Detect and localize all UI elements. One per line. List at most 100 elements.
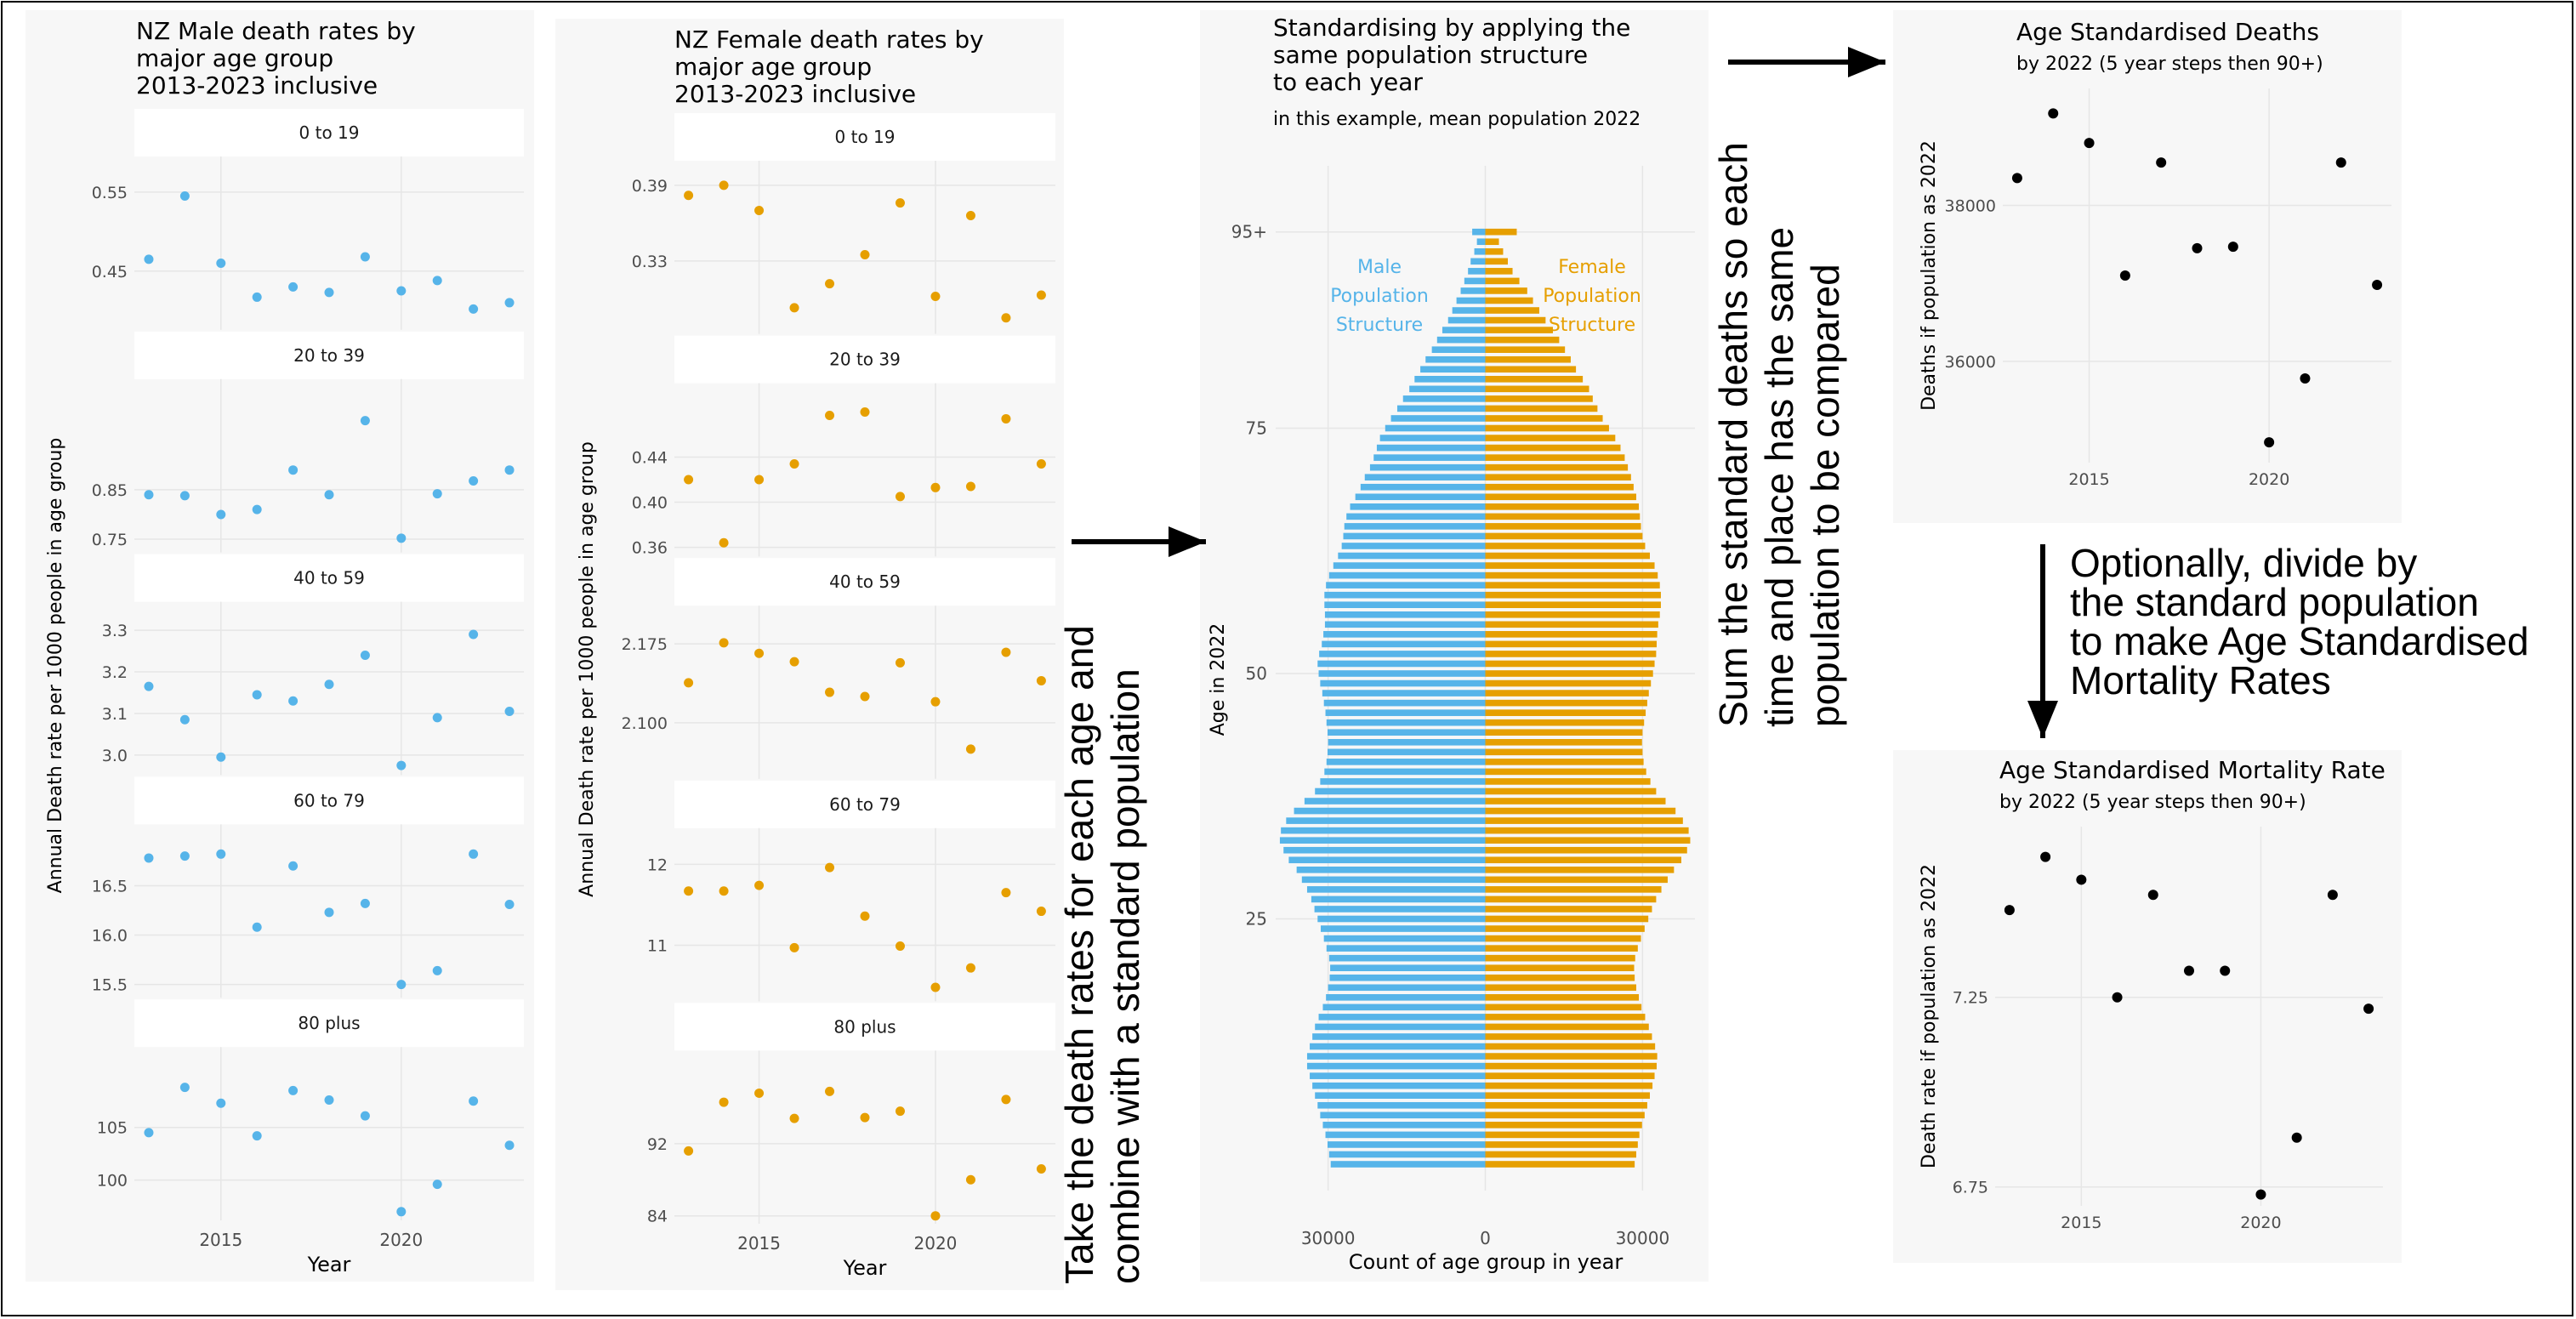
female-point [860,691,870,702]
pyramid-bar-male [1301,876,1486,884]
female-y-tick-label: 11 [647,937,668,956]
pyramid-bar-female [1485,493,1636,501]
female-y-tick-label: 12 [647,856,668,874]
pyramid-bar-female [1485,1003,1642,1011]
asmr-point [2040,851,2051,862]
female-y-tick-label: 0.39 [632,177,668,196]
pyramid-bar-male [1318,1014,1486,1021]
pyramid-bar-female [1485,424,1609,432]
pyramid-bar-female [1485,935,1641,942]
pyramid-bar-male [1310,1043,1486,1050]
pyramid-bar-female [1485,679,1652,687]
male-point [288,1085,299,1095]
pyramid-bar-male [1324,768,1486,776]
asd-y-tick-label: 36000 [1945,353,1996,372]
male-y-tick-label: 3.3 [102,622,128,640]
pyramid-bar-female [1485,895,1657,903]
pyramid-bar-female [1485,768,1646,776]
asmr-x-tick-label: 2020 [2240,1214,2281,1232]
male-point [252,292,262,302]
male-point [360,1111,370,1121]
pyramid-bar-female [1485,435,1616,441]
female-point [1036,675,1046,685]
asd-point [2372,280,2383,290]
pyramid-bar-female [1485,964,1635,971]
pyramid-bar-male [1414,376,1486,383]
pyramid-bar-female [1485,415,1603,422]
male-point [432,1180,442,1190]
male-point [216,752,226,762]
text-line: combine with a standard population [1103,668,1147,1284]
male-point [179,851,190,861]
female-point [1001,313,1011,323]
text-line: Mortality Rates [2070,658,2331,702]
asd-point [2119,270,2130,281]
text-line: Standardising by applying the [1273,14,1630,42]
pyramid-chart: Standardising by applying the same popula… [1200,10,1709,1282]
male-point [179,714,190,725]
female-point [930,482,941,492]
text-line: major age group [136,44,333,72]
asd-point [2227,242,2238,253]
male-point [144,853,154,863]
female-point [1001,647,1011,657]
pyramid-bar-male [1376,444,1486,452]
pyramid-bar-male [1323,935,1486,942]
female-point [1001,888,1011,898]
male-point [504,465,515,475]
male-x-tick-label: 2015 [199,1230,242,1250]
male-point [252,504,262,515]
text-line: Structure [1549,315,1635,336]
pyramid-bar-male [1328,954,1486,962]
female-point [825,279,835,289]
female-point [825,687,835,697]
pyramid-bar-male [1325,709,1486,716]
pyramid-bar-male [1326,719,1486,726]
pyramid-bar-male [1324,591,1486,599]
female-point [965,744,975,754]
male-point [504,707,515,717]
pyramid-bar-male [1328,729,1486,736]
pyramid-bar-female [1485,277,1520,285]
pyramid-bar-female [1485,846,1687,854]
male-point [396,760,407,770]
pyramid-bar-male [1310,1072,1486,1079]
male-point [396,980,407,990]
pyramid-bar-male [1447,316,1486,324]
female-point [1001,1094,1011,1105]
pyramid-bar-female [1485,366,1577,373]
male-point [504,298,515,308]
male-point [288,281,299,292]
pyramid-bar-male [1323,699,1486,707]
pyramid-bar-female [1485,258,1508,265]
pyramid-bar-male [1279,837,1486,844]
pyramid-bar-male [1324,601,1486,609]
pyramid-bar-male [1338,552,1486,560]
female-y-tick-label: 0.36 [632,539,668,558]
pyramid-bar-male [1317,660,1486,668]
male-point [252,690,262,700]
pyramid-bar-female [1485,297,1533,304]
male-point [504,900,515,910]
female-point [895,657,905,668]
male-point [179,491,190,501]
pyramid-bar-male [1326,759,1486,765]
male-point [324,907,334,918]
pyramid-bar-female [1485,376,1584,383]
pyramid-bar-male [1341,543,1486,549]
female-point [895,198,905,208]
pyramid-bar-male [1320,778,1486,785]
pyramid-bar-male [1425,355,1486,363]
annotation-sum: Sum the standard deaths so eachtime and … [1711,142,1847,727]
pyramid-bar-female [1485,738,1642,746]
female-point [684,886,694,896]
text-line: Female [1558,257,1626,278]
male-y-tick-label: 3.0 [102,747,128,765]
pyramid-bar-female [1485,640,1658,648]
pyramid-bar-female [1485,444,1621,452]
text-line: Take the death rates for each age and [1057,625,1101,1284]
male-point [216,1098,226,1108]
female-y-tick-label: 84 [647,1208,668,1226]
female-facet-panel: 60 to 79 11 12 [647,780,1055,1002]
pyramid-bar-female [1485,327,1553,333]
